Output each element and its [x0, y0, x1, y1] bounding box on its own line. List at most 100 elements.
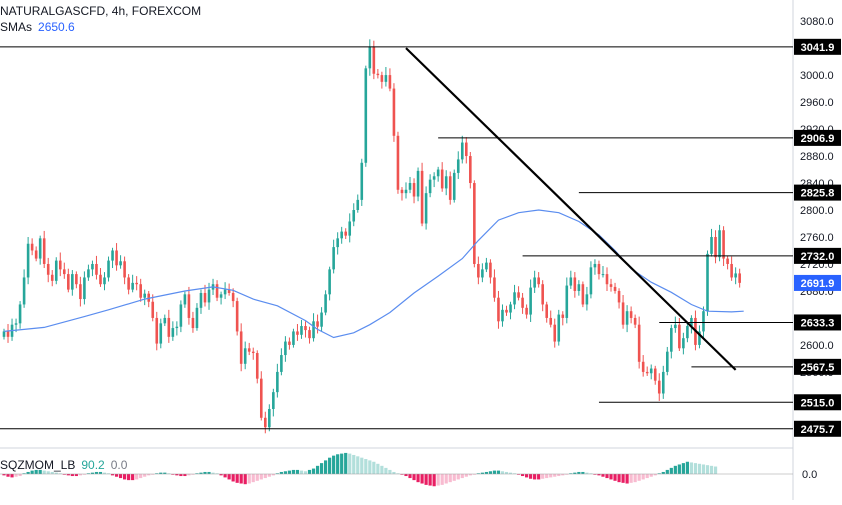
candle	[364, 68, 368, 163]
momentum-bar	[444, 474, 448, 484]
candle	[360, 162, 364, 200]
candle	[553, 324, 557, 342]
momentum-bar	[613, 474, 617, 481]
candle	[641, 361, 645, 372]
candle	[135, 282, 138, 285]
momentum-bar	[191, 474, 195, 475]
momentum-bar	[420, 474, 424, 484]
momentum-bar	[508, 472, 513, 474]
candle	[38, 238, 42, 259]
momentum-bar	[561, 474, 565, 476]
candle	[412, 183, 416, 197]
momentum-bar	[464, 474, 468, 477]
candle	[34, 250, 38, 259]
momentum-bar	[625, 474, 629, 484]
level-label: 2633.3	[801, 317, 835, 329]
candle	[191, 317, 195, 329]
momentum-bar	[243, 474, 247, 485]
candle	[280, 355, 283, 372]
momentum-bar	[689, 462, 694, 474]
candle	[255, 353, 259, 379]
momentum-bar	[533, 474, 537, 480]
candle	[698, 331, 701, 345]
level-label: 2906.9	[801, 133, 835, 145]
momentum-bar	[324, 460, 328, 474]
momentum-bar	[155, 473, 159, 474]
momentum-bar	[669, 467, 673, 474]
momentum-bar	[30, 470, 34, 474]
candle	[14, 323, 18, 325]
candle	[460, 142, 464, 160]
candle	[674, 324, 677, 329]
momentum-bar	[231, 474, 235, 482]
momentum-bar	[42, 470, 46, 474]
momentum-bar	[319, 463, 324, 474]
candle	[139, 284, 142, 298]
momentum-bar	[175, 474, 179, 476]
momentum-bar	[171, 474, 175, 475]
momentum-bar	[340, 453, 344, 474]
candle	[324, 294, 327, 313]
momentum-bar	[183, 474, 187, 477]
momentum-bar	[500, 471, 505, 474]
level-tag	[794, 38, 841, 55]
momentum-bar	[235, 474, 239, 483]
level-label: 2825.8	[801, 188, 835, 200]
candle	[726, 258, 729, 264]
candle	[243, 348, 247, 364]
candle	[444, 176, 448, 189]
momentum-bar	[581, 471, 585, 474]
momentum-bar	[223, 474, 227, 478]
sma-label: SMAs	[0, 20, 33, 34]
momentum-bar	[665, 469, 669, 474]
momentum-bar	[82, 474, 86, 475]
candle	[87, 269, 90, 278]
momentum-bar	[392, 471, 396, 474]
candle	[119, 261, 122, 266]
momentum-bar	[336, 454, 340, 474]
candle	[517, 292, 520, 298]
candle	[473, 183, 476, 264]
momentum-bar	[86, 473, 91, 474]
momentum-bar	[468, 474, 472, 476]
candle	[143, 293, 146, 298]
y-tick-label: 2760.0	[800, 232, 834, 244]
candle	[561, 314, 565, 318]
momentum-bar	[348, 453, 352, 474]
momentum-bar	[344, 452, 348, 474]
momentum-bar	[637, 474, 641, 481]
candle	[332, 247, 335, 270]
candle	[300, 326, 303, 335]
candle	[231, 292, 235, 302]
candle	[99, 274, 102, 285]
candle	[392, 88, 396, 136]
candle	[513, 292, 516, 305]
candle	[388, 75, 392, 89]
momentum-bar	[58, 473, 62, 474]
candle	[509, 304, 512, 313]
candle	[95, 263, 98, 275]
candle	[581, 284, 585, 305]
momentum-bar	[460, 474, 464, 479]
candle	[585, 294, 589, 305]
momentum-bar	[352, 454, 356, 474]
y-tick-label: 2600.0	[800, 340, 834, 352]
momentum-bar	[565, 474, 569, 475]
candle	[183, 294, 187, 305]
momentum-bar	[404, 474, 408, 477]
momentum-bar	[368, 460, 372, 474]
candle	[155, 317, 159, 344]
momentum-bar	[127, 474, 131, 481]
candle	[714, 236, 717, 258]
momentum-bar	[303, 471, 308, 474]
symbol-title: NATURALGASCFD, 4h, FOREXCOM	[0, 4, 202, 18]
y-tick-label: 2960.0	[800, 97, 834, 109]
momentum-bar	[388, 469, 392, 474]
momentum-bar	[14, 474, 18, 477]
candle	[420, 170, 424, 224]
candle	[207, 289, 211, 303]
candle	[682, 338, 685, 349]
candle	[408, 183, 412, 190]
